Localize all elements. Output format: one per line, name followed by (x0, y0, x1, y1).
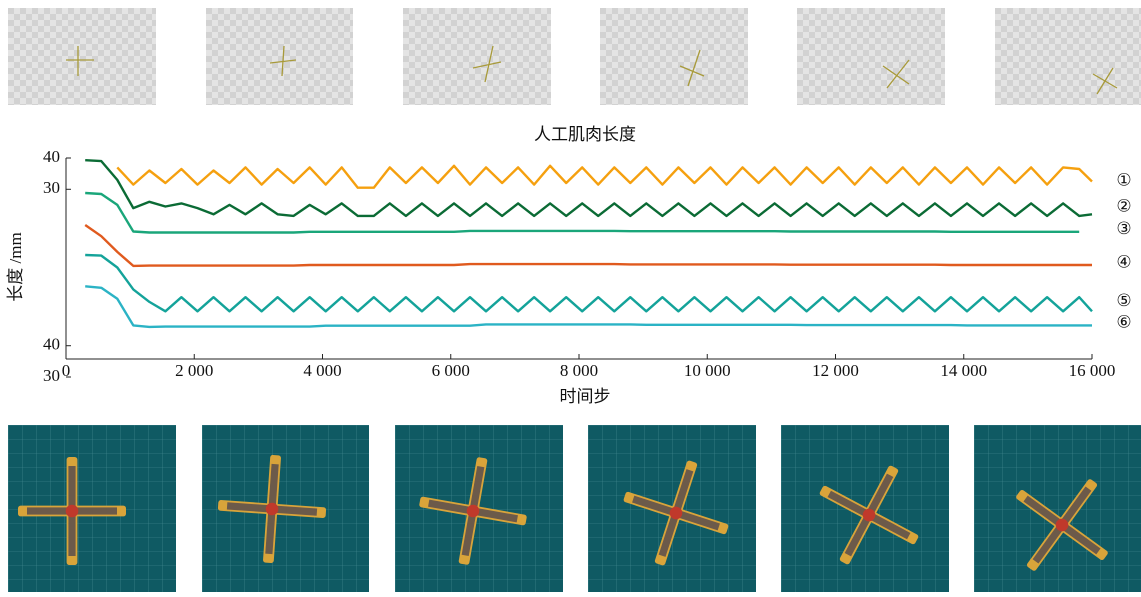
body: 人工肌肉长度 时间步 长度 /mm 02 0004 0006 0008 0001… (0, 0, 1141, 592)
x-tick-label: 16 000 (1069, 361, 1116, 380)
x-tick-label: 12 000 (812, 361, 859, 380)
y-tick-label: 40 (43, 147, 60, 166)
series-label: ⑤ (1116, 291, 1131, 310)
bottom-images (8, 425, 1141, 592)
x-tick-label: 10 000 (684, 361, 731, 380)
x-tick-label: 2 000 (175, 361, 213, 380)
x-tick-label: 6 000 (432, 361, 470, 380)
series-line (117, 166, 1092, 188)
series-line (85, 160, 1092, 216)
x-tick-label: 8 000 (560, 361, 598, 380)
series-label: ② (1116, 197, 1131, 216)
series-label: ④ (1116, 252, 1131, 271)
x-axis-label: 时间步 (560, 387, 611, 406)
page: {"chart_data": {"type": "line", "title":… (0, 0, 1141, 592)
y-tick-label: 30 (43, 178, 60, 197)
series-label: ⑥ (1116, 313, 1131, 332)
series-label: ③ (1116, 219, 1131, 238)
series-line (85, 193, 1079, 233)
series-label: ① (1116, 171, 1131, 190)
chart-title: 人工肌肉长度 (534, 125, 636, 144)
x-tick-label: 4 000 (303, 361, 341, 380)
top-images (8, 8, 1141, 105)
figure: 人工肌肉长度 时间步 长度 /mm 02 0004 0006 0008 0001… (0, 0, 1141, 592)
y-tick-label: 30 (43, 366, 60, 385)
x-tick-label: 14 000 (940, 361, 987, 380)
y-axis-label: 长度 /mm (6, 232, 25, 301)
y-tick-label: 40 (43, 335, 60, 354)
